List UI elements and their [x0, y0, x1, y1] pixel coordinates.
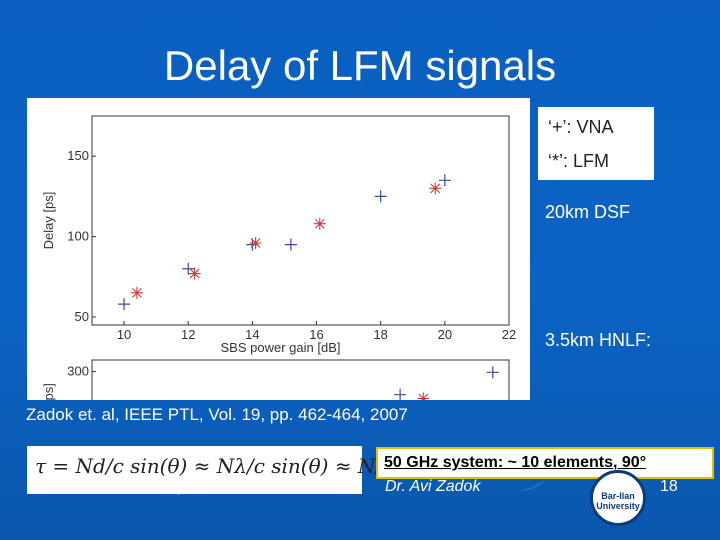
x-tick-label: 12 [181, 327, 195, 342]
vna-point [374, 190, 387, 203]
lfm-point [313, 217, 326, 230]
page-number: 18 [660, 478, 678, 495]
y-tick-label: 150 [67, 148, 89, 163]
x-tick-label: 22 [502, 327, 516, 342]
citation: Zadok et. al, IEEE PTL, Vol. 19, pp. 462… [26, 405, 408, 424]
lfm-point [429, 182, 442, 195]
university-logo-icon: Bar-Ilan University [590, 470, 646, 526]
x-tick-label: 18 [373, 327, 387, 342]
y-tick-label: 50 [75, 309, 89, 324]
ghz-note-box: 50 GHz system: ~ 10 elements, 90° [376, 447, 714, 479]
lfm-point [188, 267, 201, 280]
vna-point [246, 238, 259, 251]
x-tick-label: 20 [438, 327, 452, 342]
vna-point [486, 366, 499, 379]
vna-point [284, 238, 297, 251]
x-tick-label: 14 [245, 327, 259, 342]
vna-point [394, 388, 407, 401]
vna-point [182, 262, 195, 275]
x-tick-label: 10 [117, 327, 131, 342]
label-hnlf: 3.5km HNLF: [545, 330, 652, 350]
ghz-note: 50 GHz system: ~ 10 elements, 90° [384, 454, 647, 471]
footer-left: BIU – UV workshop, 13-14/4/2010 [46, 478, 289, 495]
y-tick-label: 100 [67, 229, 89, 244]
plot-panel: 10 12 14 16 18 20 22 50 100 150 SBS power gain [dB… [27, 98, 530, 494]
plot-frame [91, 115, 510, 326]
charts-svg: 10 12 14 16 18 20 22 50 100 150 SBS power gain [dB… [41, 115, 516, 494]
swoosh-icon [520, 478, 548, 491]
y-tick-label: 300 [67, 364, 89, 379]
legend-lfm: ‘*’: LFM [548, 151, 610, 171]
footer-author: Dr. Avi Zadok [385, 478, 481, 495]
x-tick-label: 16 [309, 327, 323, 342]
lfm-point [249, 237, 262, 250]
legend-vna: ‘+’: VNA [548, 117, 614, 137]
x-axis-label: SBS power gain [dB] [221, 340, 341, 355]
lfm-point [417, 392, 430, 405]
y-axis-label: Delay [ps] [41, 383, 56, 400]
logo-text: Bar-Ilan University [596, 491, 640, 511]
plot-frame [91, 359, 510, 465]
legend: ‘+’: VNA ‘*’: LFM [538, 107, 654, 180]
lfm-point [130, 286, 143, 299]
vna-point [438, 174, 451, 187]
equation-box: τ = Nd/c sin(θ) ≈ Nλ/c sin(θ) ≈ N/f₀ [27, 446, 398, 494]
slide-title: Delay of LFM signals [163, 42, 557, 89]
label-dsf: 20km DSF [545, 202, 631, 222]
y-axis-label: Delay [ps] [41, 192, 56, 250]
delay-equation: τ = Nd/c sin(θ) ≈ Nλ/c sin(θ) ≈ N/f₀ [35, 454, 398, 478]
vna-point [118, 298, 131, 311]
